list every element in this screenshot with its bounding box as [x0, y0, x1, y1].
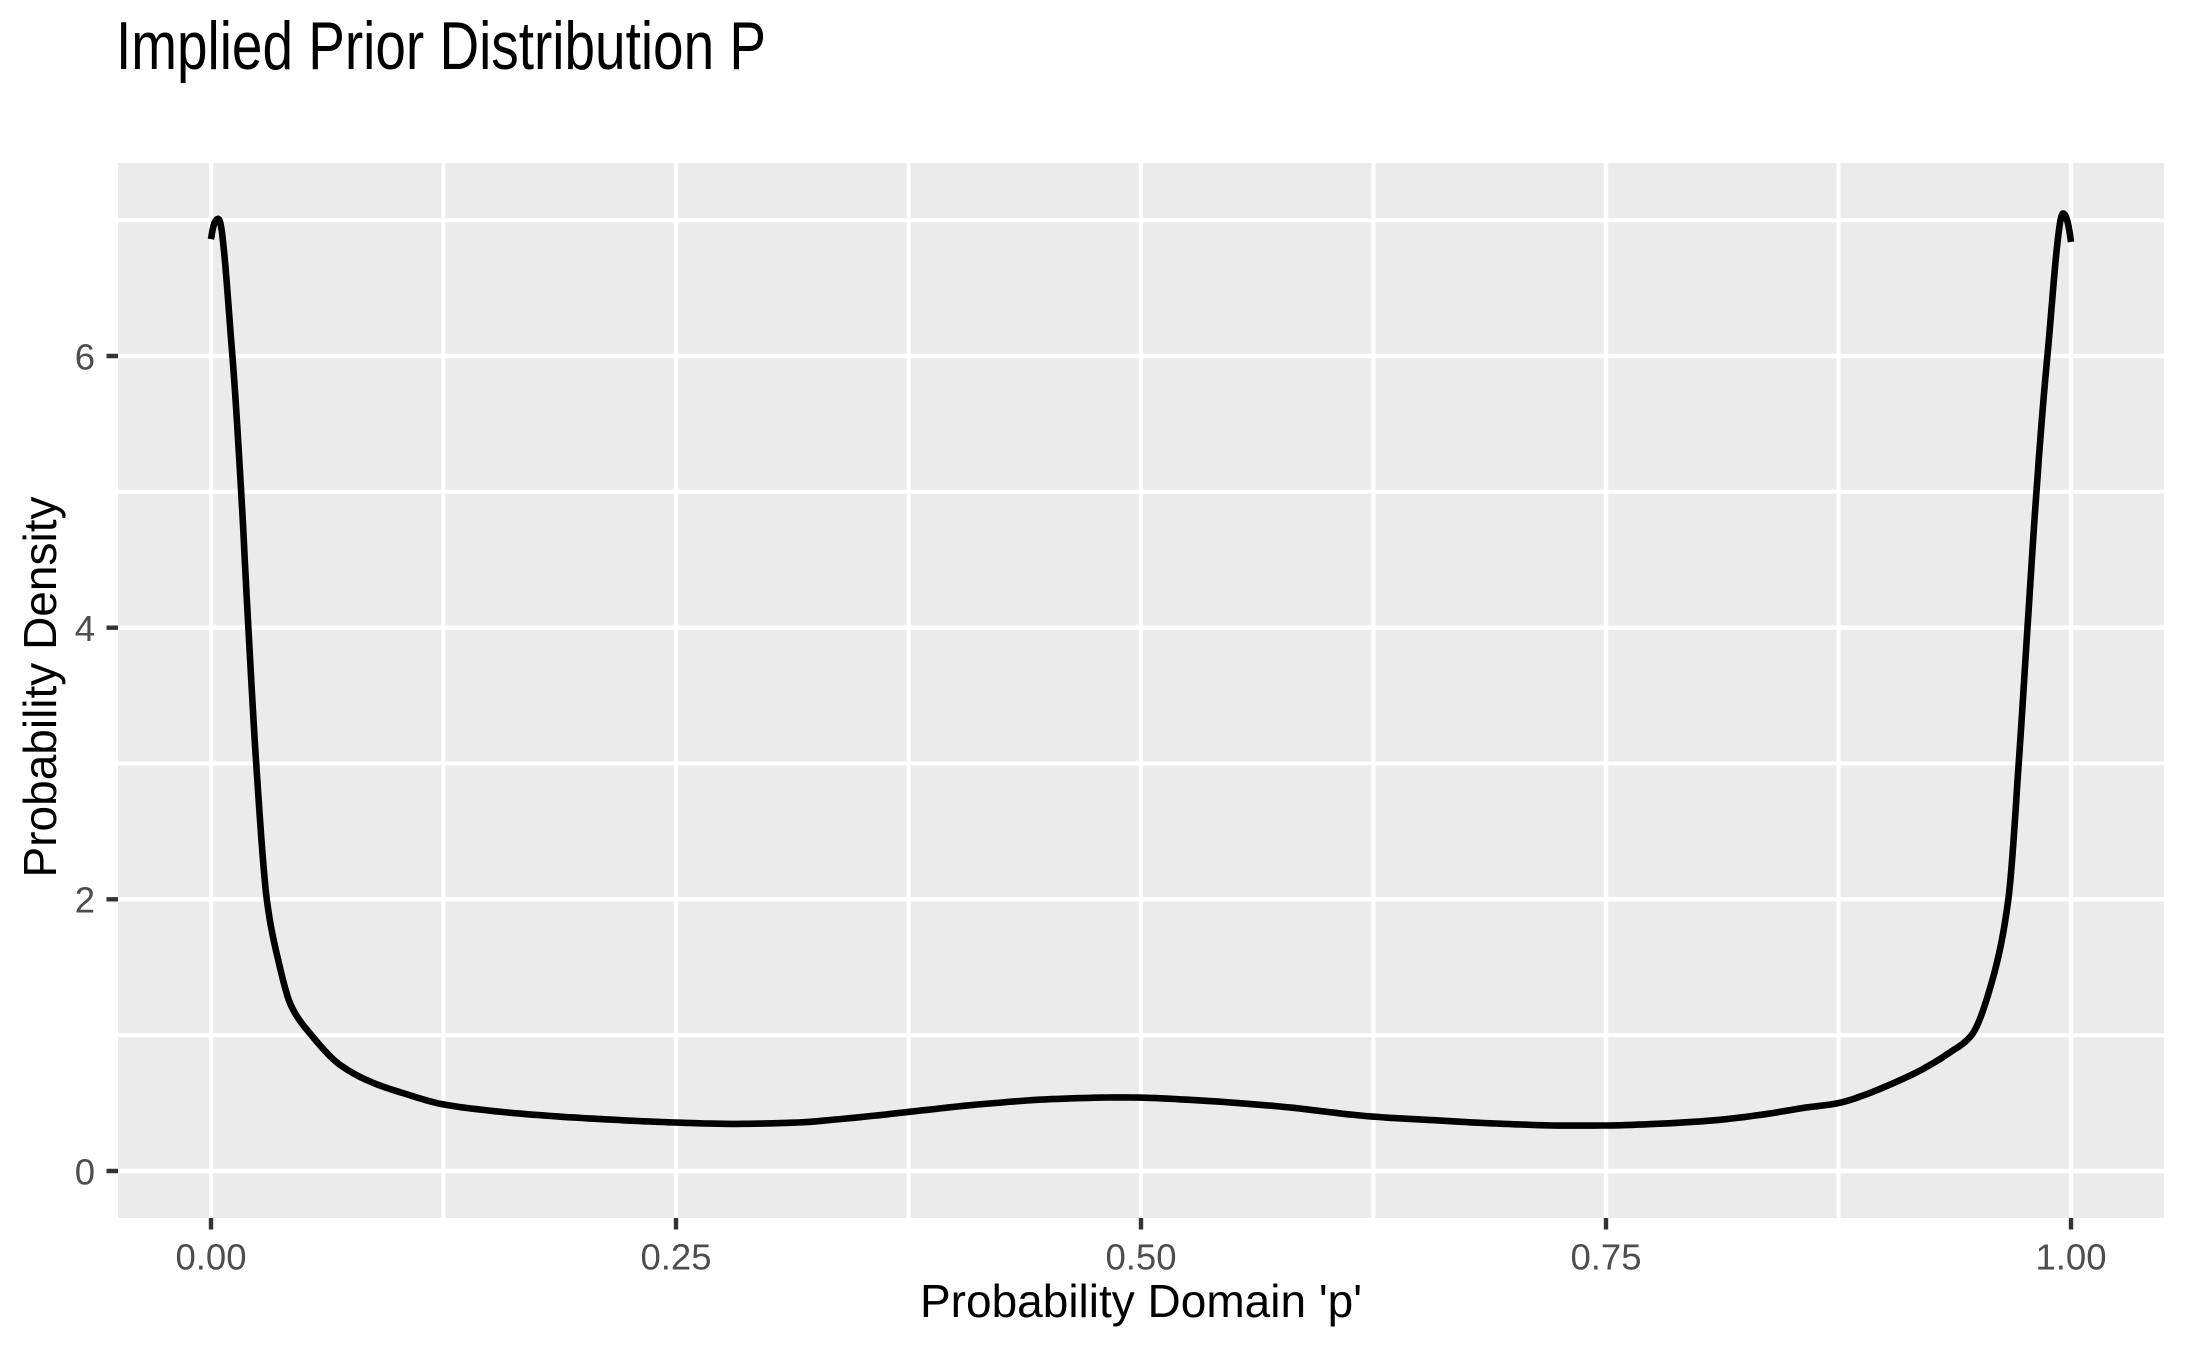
svg-text:0.25: 0.25 [640, 1236, 711, 1277]
svg-text:6: 6 [75, 336, 95, 377]
svg-text:Implied Prior Distribution P: Implied Prior Distribution P [116, 8, 766, 84]
svg-text:4: 4 [75, 608, 95, 649]
svg-text:1.00: 1.00 [2035, 1236, 2106, 1277]
svg-text:0.75: 0.75 [1570, 1236, 1641, 1277]
svg-text:0.50: 0.50 [1105, 1236, 1176, 1277]
svg-text:2: 2 [75, 880, 95, 921]
svg-text:Probability Domain 'p': Probability Domain 'p' [920, 1275, 1362, 1327]
svg-text:0.00: 0.00 [175, 1236, 246, 1277]
svg-text:0: 0 [75, 1151, 95, 1192]
svg-text:Probability Density: Probability Density [14, 497, 66, 878]
